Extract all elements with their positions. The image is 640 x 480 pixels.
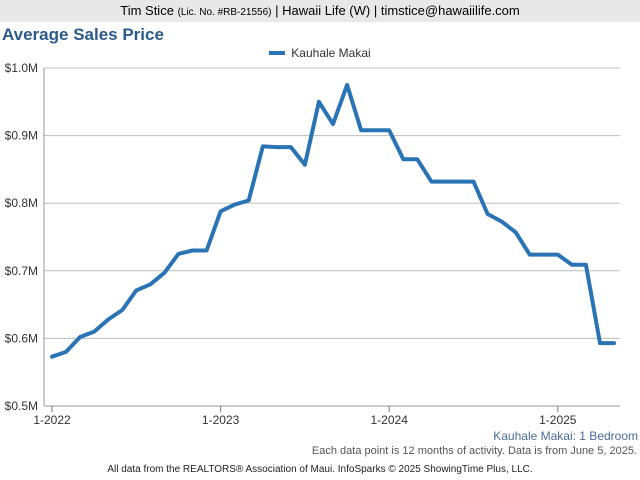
data-note: Each data point is 12 months of activity… — [311, 445, 637, 457]
y-tick-label: $0.5M — [5, 399, 38, 413]
x-tick-label: 1-2022 — [33, 413, 71, 427]
x-tick-label: 1-2025 — [539, 413, 577, 427]
series-line — [50, 82, 616, 359]
license-number: (Lic. No. #RB-21556) — [177, 7, 272, 18]
y-tick-label: $0.7M — [5, 264, 38, 278]
x-tick-label: 1-2023 — [202, 413, 240, 427]
agent-name: Tim Stice — [120, 3, 174, 18]
x-tick-label: 1-2024 — [371, 413, 409, 427]
legend-label: Kauhale Makai — [291, 46, 371, 60]
y-tick-label: $1.0M — [5, 61, 38, 75]
footer-credit: All data from the REALTORS® Association … — [107, 464, 533, 475]
legend-swatch — [269, 50, 286, 55]
y-tick-label: $0.6M — [5, 331, 38, 345]
y-tick-label: $0.9M — [5, 129, 38, 143]
header-bar: Tim Stice (Lic. No. #RB-21556) | Hawaii … — [0, 0, 640, 22]
y-tick-label: $0.8M — [5, 196, 38, 210]
chart-legend[interactable]: Kauhale Makai — [0, 46, 640, 60]
subtitle-note: Kauhale Makai: 1 Bedroom — [493, 429, 638, 443]
chart-title: Average Sales Price — [2, 25, 164, 44]
agent-contact: | Hawaii Life (W) | timstice@hawaiilife.… — [275, 3, 520, 18]
